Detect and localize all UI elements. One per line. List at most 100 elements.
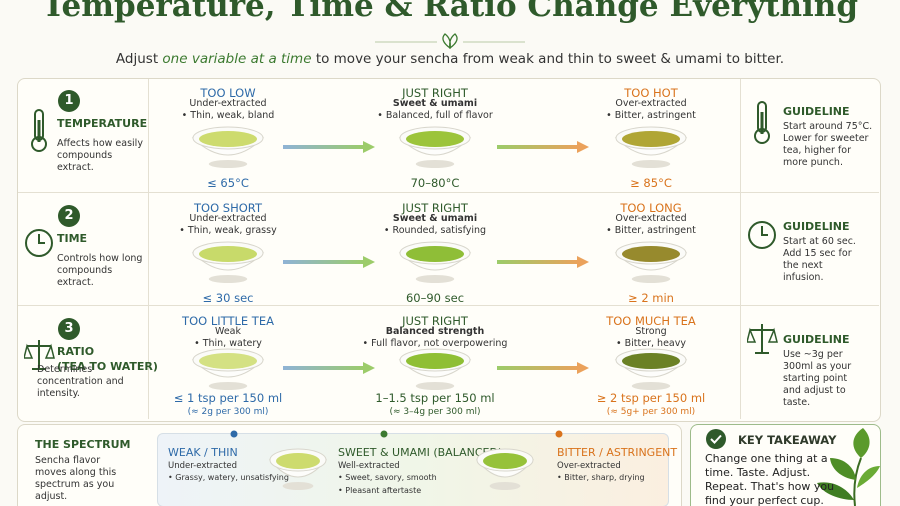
variable-icon — [25, 229, 53, 257]
state-subtitle: Balanced strength — [385, 326, 485, 337]
divider — [375, 33, 525, 50]
state-detail: (≈ 5g+ per 300 ml) — [606, 407, 696, 417]
guideline-text: Start at 60 sec. Add 15 sec for the next… — [783, 236, 856, 283]
state-value: ≥ 2 min — [628, 291, 674, 305]
guideline-icon — [747, 324, 778, 354]
variable-name: RATIO — [57, 345, 95, 358]
state-note: • Thin, watery — [194, 338, 262, 349]
tea-bowl — [191, 126, 265, 168]
state-label: TOO MUCH TEA — [606, 314, 696, 328]
state-label: TOO SHORT — [194, 201, 262, 215]
state-value: ≥ 2 tsp per 150 ml — [596, 391, 706, 405]
state-label: JUST RIGHT — [402, 201, 468, 215]
variable-description: Controls how long compounds extract. — [57, 253, 143, 288]
stage-label: BITTER / ASTRINGENT — [557, 446, 678, 459]
state-value: 60–90 sec — [405, 291, 465, 305]
state-label: JUST RIGHT — [402, 86, 468, 100]
state-label: TOO LITTLE TEA — [182, 314, 274, 328]
state-value: ≥ 85°C — [630, 176, 672, 190]
state-subtitle: Over-extracted — [615, 213, 687, 224]
arrow — [283, 141, 375, 153]
state-note: • Bitter, astringent — [606, 110, 696, 121]
spectrum-description: Sencha flavor moves along this spectrum … — [35, 455, 117, 502]
guideline-title: GUIDELINE — [783, 105, 850, 118]
step-number: 2 — [58, 205, 80, 227]
state-subtitle: Weak — [214, 326, 242, 337]
state-note: • Thin, weak, grassy — [179, 225, 277, 236]
variable-description: Determines concentration and intensity. — [37, 364, 124, 399]
takeaway-art — [706, 428, 880, 506]
stage-subtitle: Under-extracted — [168, 461, 238, 471]
tea-bowl — [398, 241, 472, 283]
state-subtitle: Under-extracted — [189, 213, 267, 224]
title: Temperature, Time & Ratio Change Everyth… — [41, 0, 859, 24]
state-note: • Full flavor, not overpowering — [362, 338, 508, 349]
state-subtitle: Strong — [635, 326, 667, 337]
tea-bowl — [475, 448, 535, 490]
subtitle-emphasis: one variable at a time — [162, 51, 312, 67]
state-value: ≤ 65°C — [207, 176, 249, 190]
separator — [740, 79, 741, 419]
guideline-text: Use ~3g per 300ml as your starting point… — [783, 349, 852, 408]
state-note: • Thin, weak, bland — [181, 110, 275, 121]
state-subtitle: Over-extracted — [615, 98, 687, 109]
state-label: TOO LOW — [200, 86, 256, 100]
guideline-icon — [748, 221, 776, 249]
guideline-icon — [754, 101, 770, 144]
state-note: • Bitter, heavy — [616, 338, 686, 349]
separator — [18, 305, 879, 306]
stage-note: • Pleasant aftertaste — [338, 486, 422, 495]
step-number: 1 — [58, 90, 80, 112]
state-value: ≤ 30 sec — [202, 291, 254, 305]
guideline-title: GUIDELINE — [783, 333, 850, 346]
tea-bowl — [614, 241, 688, 283]
subtitle: Adjust one variable at a time to move yo… — [116, 51, 784, 67]
state-label: TOO LONG — [620, 201, 682, 215]
tea-bowl — [268, 448, 328, 490]
state-subtitle: Sweet & umami — [392, 213, 478, 224]
takeaway-text: Change one thing at a time. Taste. Adjus… — [705, 452, 835, 506]
variable-icon — [31, 109, 47, 152]
state-value: 70–80°C — [410, 176, 460, 190]
tea-bowl — [398, 348, 472, 390]
state-label: TOO HOT — [624, 86, 678, 100]
stage-note: • Bitter, sharp, drying — [557, 473, 645, 482]
separator — [18, 192, 879, 193]
stage-subtitle: Over-extracted — [557, 461, 621, 471]
tea-bowl — [614, 126, 688, 168]
state-value: 1–1.5 tsp per 150 ml — [375, 391, 495, 405]
subtitle-text: Adjust — [115, 51, 159, 67]
state-detail: (≈ 3–4g per 300 ml) — [389, 407, 481, 417]
state-label: JUST RIGHT — [402, 314, 468, 328]
step-number: 3 — [58, 318, 80, 340]
variable-name: TEMPERATURE — [57, 117, 148, 130]
stage-note: • Grassy, watery, unsatisfying — [168, 473, 289, 482]
spectrum-line — [157, 430, 667, 438]
variable-name: TIME — [57, 232, 88, 245]
arrow — [497, 141, 589, 153]
tea-bowl — [614, 348, 688, 390]
variable-name-detail: (TEA TO WATER) — [57, 360, 158, 373]
state-subtitle: Under-extracted — [189, 98, 267, 109]
separator — [148, 79, 149, 419]
arrow — [283, 362, 375, 374]
tea-bowl — [191, 241, 265, 283]
variable-description: Affects how easily compounds extract. — [57, 138, 143, 173]
stage-note: • Sweet, savory, smooth — [338, 473, 437, 482]
state-detail: (≈ 2g per 300 ml) — [187, 407, 269, 417]
tea-bowl — [398, 126, 472, 168]
stage-label: SWEET & UMAMI (BALANCED) — [338, 446, 503, 459]
tea-bowl — [191, 348, 265, 390]
takeaway-title: KEY TAKEAWAY — [738, 433, 837, 447]
variable-icon — [24, 340, 55, 370]
state-note: • Balanced, full of flavor — [377, 110, 493, 121]
guideline-title: GUIDELINE — [783, 220, 850, 233]
arrow — [497, 256, 589, 268]
state-note: • Bitter, astringent — [606, 225, 696, 236]
stage-label: WEAK / THIN — [168, 446, 238, 459]
guideline-text: Start around 75°C. Lower for sweeter tea… — [783, 121, 873, 168]
stage-subtitle: Well-extracted — [338, 461, 400, 471]
arrow — [283, 256, 375, 268]
spectrum-title: THE SPECTRUM — [35, 438, 131, 451]
